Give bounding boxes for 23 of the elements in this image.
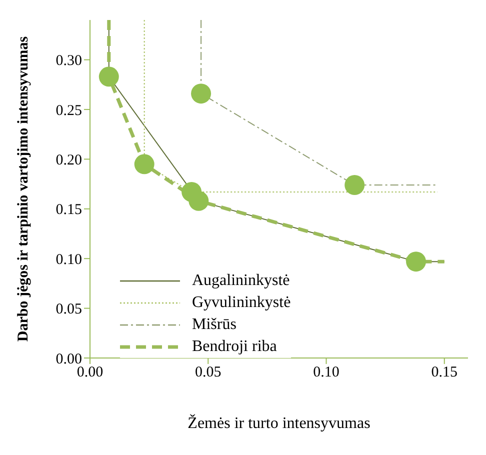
- x-tick-label: 0.10: [313, 364, 340, 381]
- y-tick-label: 0.05: [56, 302, 82, 318]
- point: [134, 154, 154, 174]
- y-tick-label: 0.00: [56, 351, 82, 368]
- legend-label: Gyvulininkystė: [192, 294, 291, 312]
- y-tick-label: 0.25: [56, 102, 82, 119]
- y-tick-label: 0.30: [56, 53, 82, 70]
- point: [406, 252, 426, 272]
- y-tick-label: 0.20: [56, 152, 82, 168]
- point: [188, 190, 209, 211]
- x-tick-label: 0.00: [76, 364, 104, 381]
- legend-label: Bendroji riba: [192, 338, 277, 356]
- legend-label: Mišrūs: [192, 316, 236, 334]
- y-tick-label: 0.15: [56, 202, 82, 218]
- legend-label: Augalininkystė: [192, 272, 290, 290]
- point: [344, 175, 365, 196]
- x-tick-label: 0.05: [195, 364, 222, 381]
- y-axis-title: Darbo jėgos ir tarpinio vartojimo intensyvumas: [15, 36, 32, 342]
- y-tick-label: 0.10: [56, 252, 82, 268]
- x-axis-title: Žemės ir turto intensyvumas: [188, 414, 370, 432]
- point: [191, 84, 212, 104]
- point: [98, 66, 119, 87]
- x-tick-label: 0.15: [431, 364, 458, 381]
